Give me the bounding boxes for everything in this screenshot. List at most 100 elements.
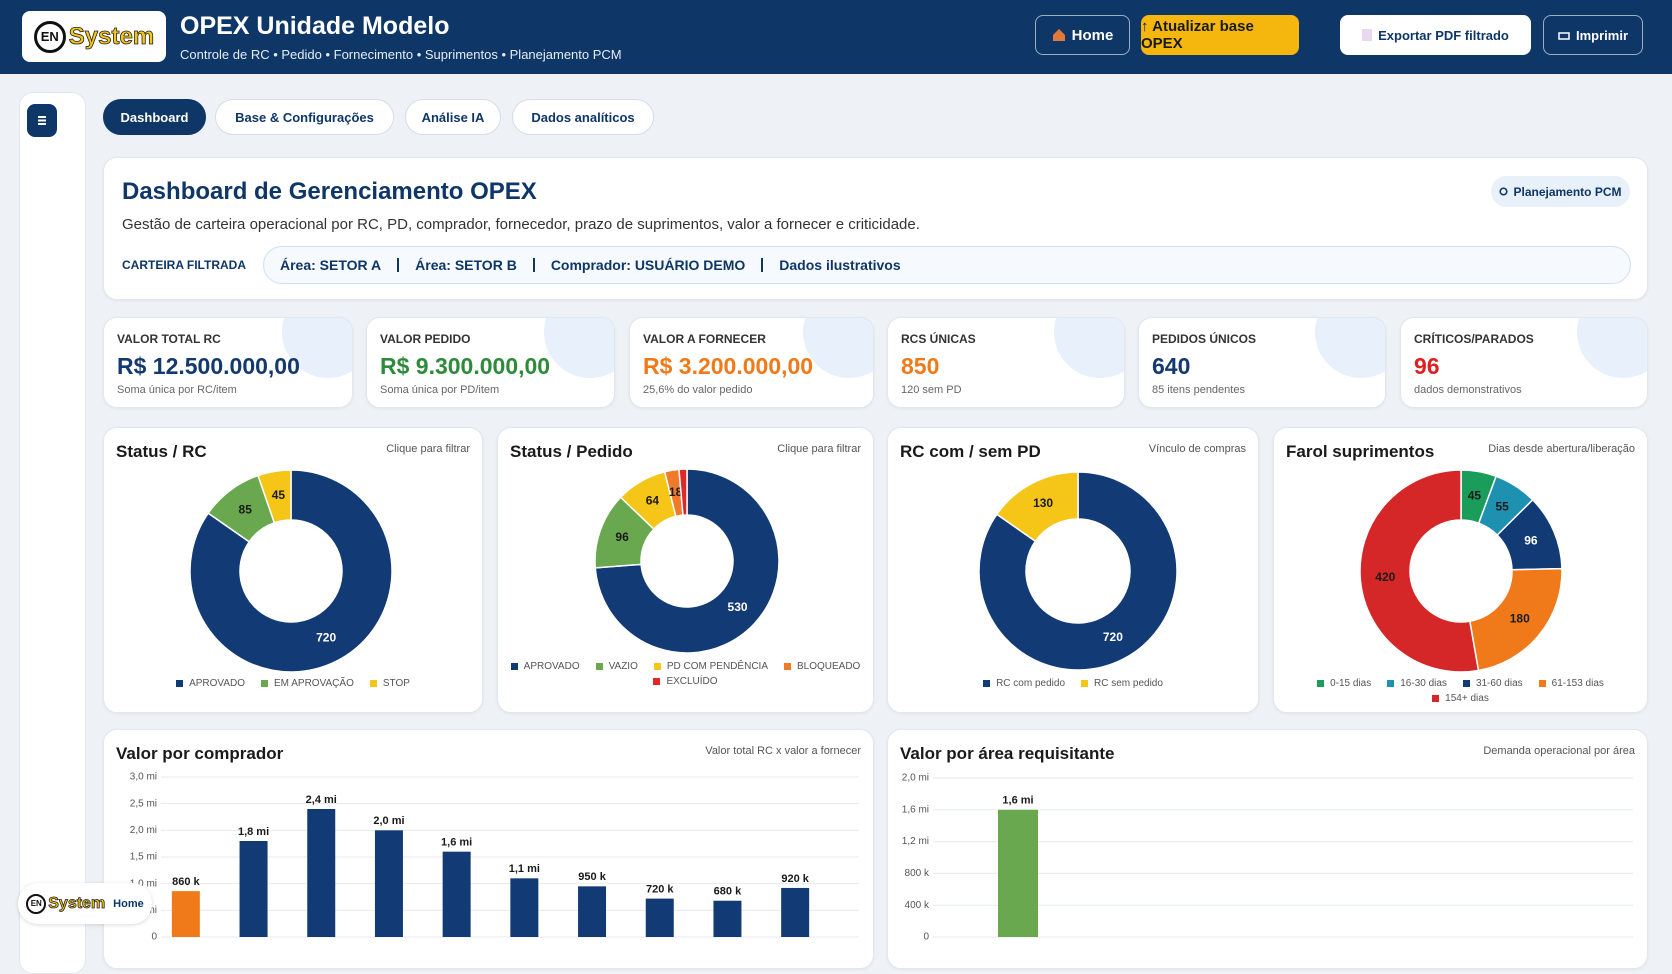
print-button[interactable]: Imprimir <box>1543 15 1643 55</box>
legend-label: EM APROVAÇÃO <box>274 678 354 689</box>
legend: APROVADO EM APROVAÇÃO STOP <box>114 678 472 689</box>
slice-label: 55 <box>1495 499 1509 513</box>
tab[interactable]: Dashboard <box>103 99 206 135</box>
kpi-card: VALOR TOTAL RC R$ 12.500.000,00 Soma única… <box>103 317 353 408</box>
home-button[interactable]: Home <box>1035 15 1130 55</box>
menu-icon <box>38 116 46 125</box>
bar-label: 860 k <box>172 876 200 888</box>
donut-slice <box>678 468 688 516</box>
slice-label: 45 <box>272 488 286 502</box>
chart-card: 45 55 96 180 420 Farol suprimentos Dias desde … <box>1273 427 1648 713</box>
badge-icon <box>1499 187 1509 196</box>
chart-card: 720 85 45 Status / RC Clique para filtrar APR… <box>103 427 483 713</box>
tab[interactable]: Dados analíticos <box>512 99 654 135</box>
legend-item: APROVADO <box>176 678 245 689</box>
legend-item: PD COM PENDÊNCIA <box>653 661 768 672</box>
bar-label: 950 k <box>578 871 606 883</box>
chart: 530 96 64 18 <box>594 468 780 654</box>
legend-label: 16-30 dias <box>1400 678 1447 689</box>
export-button[interactable]: Exportar PDF filtrado <box>1340 15 1531 55</box>
kpi-note: 120 sem PD <box>901 384 962 396</box>
y-tick-label: 800 k <box>905 868 930 879</box>
home-icon <box>1052 29 1065 41</box>
chart-subtitle: Valor total RC x valor a fornecer <box>705 745 861 757</box>
separator <box>397 258 400 272</box>
logo[interactable]: EN System <box>22 11 166 62</box>
tab[interactable]: Análise IA <box>405 99 501 135</box>
bar <box>307 809 336 937</box>
legend-swatch <box>1538 680 1546 687</box>
kpi-value: R$ 9.300.000,00 <box>380 353 551 379</box>
slice-label: 18 <box>669 485 683 499</box>
kpi-decoration <box>1577 318 1647 378</box>
slice-label: 720 <box>316 631 336 645</box>
bar <box>374 830 403 937</box>
legend-item: EM APROVAÇÃO <box>261 678 354 689</box>
bar-label: 2,4 mi <box>306 794 337 806</box>
kpi-value: 850 <box>901 353 940 379</box>
button-label: ↑ Atualizar base OPEX <box>1141 18 1254 52</box>
bar <box>239 841 268 937</box>
chart-card: 0 400 k 800 k 1,2 mi 1,6 mi 2,0 mi 1,6 mi Valor… <box>887 729 1648 969</box>
legend-label: STOP <box>382 678 410 689</box>
kpi-label: RCS ÚNICAS <box>901 332 976 346</box>
filter-chip: Comprador: USUÁRIO DEMO <box>550 257 746 273</box>
legend: APROVADO VAZIO PD COM PENDÊNCIA BLOQUEADO EX… <box>508 661 863 687</box>
kpi-note: 85 itens pendentes <box>1152 384 1245 396</box>
bar <box>713 900 742 937</box>
legend-item: 16-30 dias <box>1387 678 1447 689</box>
slice-label: 530 <box>728 600 748 614</box>
y-tick-label: 1,5 mi <box>130 852 157 863</box>
tab[interactable]: Base & Configurações <box>215 99 394 135</box>
kpi-note: 25,6% do valor pedido <box>643 384 753 396</box>
legend-swatch <box>595 663 603 670</box>
panel-description: Gestão de carteira operacional por RC, P… <box>122 216 920 233</box>
slice-label: 45 <box>1468 488 1482 502</box>
slice-label: 180 <box>1510 611 1530 625</box>
legend-label: BLOQUEADO <box>796 661 861 672</box>
kpi-decoration <box>803 318 873 378</box>
donut-slice <box>594 468 780 654</box>
legend-swatch <box>369 680 377 687</box>
update-button[interactable]: ↑ Atualizar base OPEX <box>1141 15 1299 55</box>
legend-swatch <box>1387 680 1395 687</box>
slice-label: 64 <box>646 493 660 507</box>
donut-slice <box>995 471 1079 543</box>
slice-label: 96 <box>615 530 629 544</box>
donut-slice <box>257 469 292 524</box>
kpi-label: VALOR TOTAL RC <box>117 332 221 346</box>
legend: 0-15 dias 16-30 dias 31-60 dias 61-153 dias… <box>1284 678 1637 704</box>
legend-item: 154+ dias <box>1432 693 1489 704</box>
slice-label: 420 <box>1375 570 1395 584</box>
kpi-label: PEDIDOS ÚNICOS <box>1152 332 1257 346</box>
y-tick-label: 0 <box>151 932 157 943</box>
mini-logo: EN System <box>26 893 106 914</box>
menu-button[interactable] <box>27 104 57 137</box>
home-badge[interactable]: EN System Home <box>18 883 152 924</box>
logo-mark: EN <box>26 893 47 914</box>
y-tick-label: 1,2 mi <box>902 836 929 847</box>
chart: 720 130 <box>978 471 1178 671</box>
bar <box>510 878 539 937</box>
kpi-note: Soma única por PD/item <box>380 384 500 396</box>
legend-label: 31-60 dias <box>1475 678 1523 689</box>
kpi-decoration <box>1054 318 1124 378</box>
separator <box>532 258 535 272</box>
legend-item: RC com pedido <box>983 678 1065 689</box>
logo-text: System <box>68 22 155 50</box>
chart-card: 720 130 RC com / sem PD Vínculo de compras R… <box>887 427 1259 713</box>
kpi-note: dados demonstrativos <box>1414 384 1522 396</box>
badge: Planejamento PCM <box>1491 176 1630 207</box>
kpi-card: RCS ÚNICAS 850 120 sem PD <box>887 317 1125 408</box>
kpi-label: VALOR PEDIDO <box>380 332 471 346</box>
kpi-value: 96 <box>1414 353 1440 379</box>
chart-title: Valor por comprador <box>116 744 284 763</box>
chart-subtitle: Dias desde abertura/liberação <box>1488 443 1635 455</box>
kpi-value: R$ 3.200.000,00 <box>643 353 814 379</box>
legend-label: 0-15 dias <box>1330 678 1372 689</box>
home-label: Home <box>113 897 144 910</box>
legend-label: PD COM PENDÊNCIA <box>666 661 768 672</box>
legend-label: APROVADO <box>523 661 580 672</box>
